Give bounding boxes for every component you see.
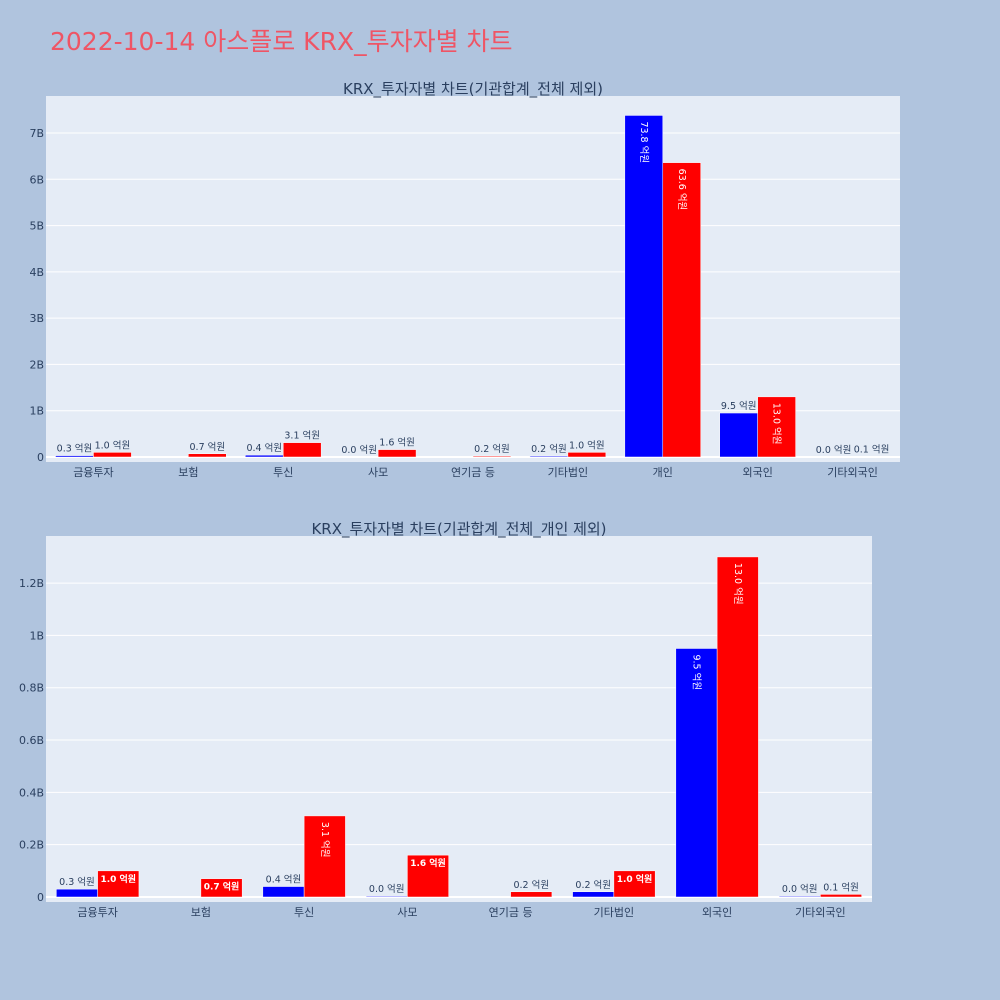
bar xyxy=(757,396,796,458)
bar xyxy=(572,891,615,898)
x-tick-label: 투신 xyxy=(294,906,314,919)
x-tick-label: 사모 xyxy=(397,906,417,919)
y-tick-label: 7B xyxy=(29,127,44,140)
data-label: 0.2 억원 xyxy=(474,443,510,455)
data-label: 0.1 억원 xyxy=(854,444,890,456)
data-label: 13.0 억원 xyxy=(732,563,744,605)
y-tick-label: 0 xyxy=(37,451,44,464)
bar xyxy=(719,412,758,458)
x-tick-label: 개인 xyxy=(653,466,673,479)
y-tick-label: 1.2B xyxy=(19,577,44,590)
y-tick-label: 1B xyxy=(29,405,44,418)
data-label: 1.6 억원 xyxy=(410,857,446,869)
data-label: 0.0 억원 xyxy=(369,883,405,895)
chart-2: KRX_투자자별 차트(기관합계_전체_개인 제외) 0 0.2B 0.4B 0.6B 0… xyxy=(19,520,872,919)
x-tick-label: 기타법인 xyxy=(594,906,634,919)
bar xyxy=(377,449,417,458)
x-tick-label: 사모 xyxy=(368,466,388,479)
x-tick-label: 보험 xyxy=(191,906,211,919)
data-label: 0.7 억원 xyxy=(204,881,240,893)
bar xyxy=(529,455,569,458)
x-tick-label: 투신 xyxy=(273,466,293,479)
data-label: 0.0 억원 xyxy=(816,444,852,456)
data-label: 1.0 억원 xyxy=(569,439,605,451)
bar xyxy=(778,895,821,898)
page-title: 2022-10-14 아스플로 KRX_투자자별 차트 xyxy=(50,27,513,56)
data-label: 0.2 억원 xyxy=(531,443,567,455)
x-tick-label: 보험 xyxy=(178,466,198,479)
x-tick-label: 기타법인 xyxy=(548,466,588,479)
bar xyxy=(93,452,132,458)
data-label: 1.6 억원 xyxy=(379,437,415,449)
bar xyxy=(245,454,284,458)
y-tick-label: 2B xyxy=(29,358,44,371)
chart-1: KRX_투자자별 차트(기관합계_전체 제외) 0 1B 2B 3B 4B 5B 6B 7B 금융… xyxy=(29,80,900,479)
bar xyxy=(56,888,98,898)
bar xyxy=(55,455,94,458)
x-tick-label: 외국인 xyxy=(742,466,772,479)
x-tick-label: 기타외국인 xyxy=(827,466,878,479)
data-label: 0.3 억원 xyxy=(59,876,95,888)
data-label: 3.1 억원 xyxy=(319,822,331,858)
bar xyxy=(716,556,759,898)
bar xyxy=(188,453,227,458)
bar xyxy=(510,891,553,898)
data-label: 13.0 억원 xyxy=(771,403,783,445)
bar xyxy=(262,886,305,898)
x-tick-label: 기타외국인 xyxy=(795,906,846,919)
data-label: 1.0 억원 xyxy=(617,873,653,885)
data-label: 0.2 억원 xyxy=(575,879,611,891)
y-tick-label: 6B xyxy=(29,173,44,186)
bar xyxy=(675,648,718,898)
data-label: 0.3 억원 xyxy=(57,443,93,455)
data-label: 0.0 억원 xyxy=(782,883,818,895)
data-label: 9.5 억원 xyxy=(690,654,702,690)
data-label: 0.7 억원 xyxy=(190,441,226,453)
chart-title: KRX_투자자별 차트(기관합계_전체_개인 제외) xyxy=(311,520,606,539)
y-tick-label: 0.4B xyxy=(19,786,44,799)
bar xyxy=(820,894,862,898)
data-label: 0.4 억원 xyxy=(246,442,282,454)
bar xyxy=(97,870,140,898)
data-label: 1.0 억원 xyxy=(100,873,136,885)
bar xyxy=(567,452,607,458)
bar xyxy=(613,870,656,898)
bar xyxy=(303,815,346,898)
x-tick-label: 연기금 등 xyxy=(451,466,495,479)
y-tick-label: 0 xyxy=(37,891,44,904)
x-tick-label: 연기금 등 xyxy=(489,906,533,919)
y-tick-label: 1B xyxy=(29,629,44,642)
data-label: 1.0 억원 xyxy=(95,439,131,451)
data-label: 0.4 억원 xyxy=(266,874,302,886)
y-tick-label: 5B xyxy=(29,220,44,233)
y-tick-label: 0.8B xyxy=(19,682,44,695)
bar xyxy=(200,878,243,898)
bar xyxy=(407,854,449,898)
y-tick-label: 4B xyxy=(29,266,44,279)
y-tick-label: 3B xyxy=(29,312,44,325)
x-tick-label: 금융투자 xyxy=(77,906,117,919)
data-label: 3.1 억원 xyxy=(284,430,320,442)
bar xyxy=(624,115,664,458)
bar xyxy=(365,895,408,898)
x-tick-label: 금융투자 xyxy=(73,466,113,479)
data-label: 0.1 억원 xyxy=(823,881,859,893)
data-label: 63.6 억원 xyxy=(676,169,688,211)
bar xyxy=(472,455,512,458)
data-label: 9.5 억원 xyxy=(721,400,757,412)
data-label: 0.0 억원 xyxy=(341,444,377,456)
x-tick-label: 외국인 xyxy=(702,906,732,919)
bar xyxy=(282,442,322,458)
bar xyxy=(662,162,701,458)
data-label: 0.2 억원 xyxy=(513,879,549,891)
y-tick-label: 0.6B xyxy=(19,734,44,747)
chart-title: KRX_투자자별 차트(기관합계_전체 제외) xyxy=(343,80,603,99)
data-label: 73.8 억원 xyxy=(638,121,650,163)
y-tick-label: 0.2B xyxy=(19,839,44,852)
